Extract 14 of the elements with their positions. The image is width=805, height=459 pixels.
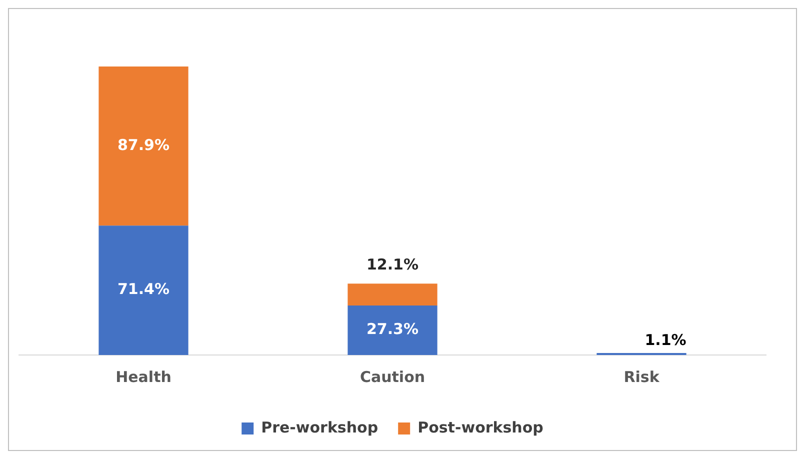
x-tick-label: Health [116, 368, 172, 386]
legend-label: Post-workshop [418, 418, 544, 436]
bar [98, 66, 188, 226]
x-tick-label: Risk [624, 368, 660, 386]
bar [348, 284, 438, 306]
data-label: 87.9% [117, 136, 170, 154]
data-label: 71.4% [117, 280, 170, 298]
data-label: 12.1% [366, 256, 419, 274]
x-tick-label: Caution [360, 368, 426, 386]
data-label: 27.3% [366, 320, 419, 338]
bar [348, 306, 438, 355]
bar [98, 226, 188, 355]
data-label: 1.1% [644, 330, 686, 349]
legend-label: Pre-workshop [261, 418, 378, 436]
